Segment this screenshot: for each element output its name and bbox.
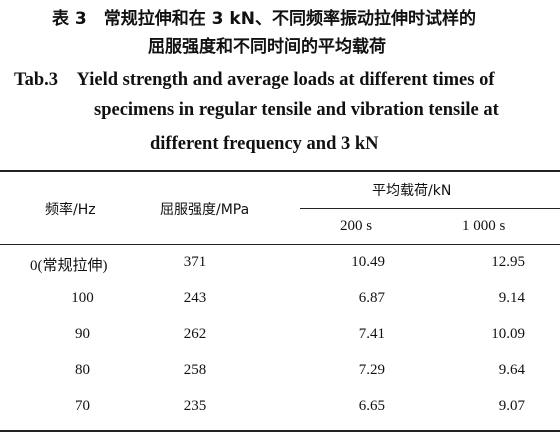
header-cell: 屈服强度/MPa: [160, 202, 250, 218]
table-cell: 258: [183, 362, 207, 378]
header-cell: 平均载荷/kN: [372, 183, 452, 199]
table-cell: 80: [75, 362, 90, 378]
table-cell: 262: [183, 326, 207, 342]
header-cell: 频率/Hz: [45, 202, 96, 218]
caption-cn: 表 3 常规拉伸和在 3 kN、不同频率振动拉伸时试样的: [52, 9, 476, 29]
table-cell: 9.64: [498, 362, 525, 378]
table-cell: 100: [71, 290, 94, 306]
table-cell: 371: [183, 254, 207, 270]
table-bottom-rule: [0, 430, 560, 432]
table-cell: 12.95: [491, 254, 525, 270]
table-cell: 6.65: [358, 398, 385, 414]
table-cell: 10.49: [351, 254, 385, 270]
table-cell: 6.87: [358, 290, 385, 306]
table-cell: 90: [75, 326, 90, 342]
table-cell: 9.07: [498, 398, 525, 414]
header-cell: 1 000 s: [462, 218, 506, 234]
caption-en: Tab.3 Yield strength and average loads a…: [14, 70, 495, 90]
header-rule: [0, 244, 560, 245]
caption-en: different frequency and 3 kN: [150, 134, 379, 154]
caption-cn: 屈服强度和不同时间的平均载荷: [148, 37, 386, 57]
table-cell: 7.29: [358, 362, 385, 378]
table-cell: 10.09: [491, 326, 525, 342]
table-cell: 0(常规拉伸): [30, 258, 108, 274]
table-cell: 9.14: [498, 290, 525, 306]
table-cell: 235: [183, 398, 207, 414]
header-cell: 200 s: [340, 218, 373, 234]
caption-en: specimens in regular tensile and vibrati…: [94, 100, 499, 120]
table-cell: 7.41: [358, 326, 385, 342]
span-rule: [300, 208, 560, 209]
table-cell: 70: [75, 398, 90, 414]
table-cell: 243: [183, 290, 207, 306]
table-top-rule: [0, 170, 560, 172]
